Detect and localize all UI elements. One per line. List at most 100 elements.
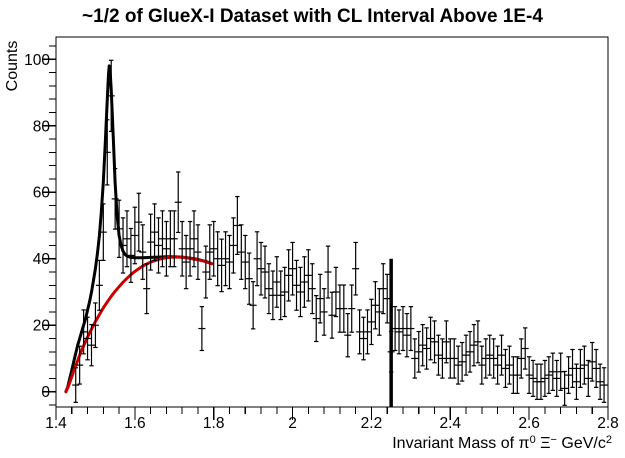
data-point (241, 234, 249, 290)
data-point (454, 345, 462, 385)
data-point (155, 217, 163, 274)
data-point (352, 241, 360, 296)
data-point (91, 302, 99, 349)
data-point (592, 348, 600, 388)
data-point (395, 309, 403, 355)
data-point (415, 330, 423, 373)
data-point (375, 288, 383, 336)
data-point (572, 363, 580, 400)
data-point (218, 238, 226, 293)
background-fit-curve (64, 255, 214, 394)
tick-label: 2.4 (440, 415, 462, 432)
tick-label: 60 (33, 185, 51, 202)
data-point (312, 295, 320, 343)
data-point (427, 316, 435, 361)
data-point (72, 367, 80, 403)
tick-label: 100 (24, 52, 50, 69)
data-point (576, 348, 584, 388)
data-point (596, 363, 604, 400)
data-point (407, 306, 415, 352)
tick-label: 2.6 (518, 415, 540, 432)
data-point (143, 263, 151, 315)
x-axis-title-text: Invariant Mass of (392, 435, 519, 452)
data-point (214, 231, 222, 287)
tick-label: 2.2 (361, 415, 383, 432)
data-point (438, 338, 446, 379)
data-point (431, 320, 439, 364)
data-point (549, 352, 557, 391)
data-point (80, 309, 88, 355)
data-point (111, 168, 119, 230)
data-point (600, 367, 608, 403)
data-point (229, 217, 237, 274)
data-point (588, 341, 596, 382)
data-point (115, 199, 123, 259)
data-point (308, 263, 316, 315)
data-point (99, 203, 107, 261)
data-point (403, 312, 411, 358)
data-point (356, 309, 364, 355)
tick-label: 0 (41, 384, 50, 401)
tick-label: 2 (288, 415, 297, 432)
data-point (300, 256, 308, 308)
data-point (561, 370, 569, 406)
data-point (521, 327, 529, 370)
data-point (482, 338, 490, 379)
data-point (135, 192, 143, 252)
data-point (584, 359, 592, 397)
data-point (194, 224, 202, 280)
data-point (210, 220, 218, 277)
data-point (340, 284, 348, 333)
data-points (72, 59, 608, 406)
data-point (450, 338, 458, 379)
data-point (505, 345, 513, 385)
data-point (466, 330, 474, 373)
data-point (289, 241, 297, 296)
data-point (269, 270, 277, 321)
data-point (517, 338, 525, 379)
data-point (348, 284, 356, 333)
plot-title: ~1/2 of GlueX-I Dataset with CL Interval… (82, 6, 543, 27)
data-point (233, 195, 241, 256)
data-point (103, 119, 111, 186)
data-point (84, 316, 92, 361)
data-point (498, 334, 506, 376)
data-point (222, 231, 230, 287)
x-axis-title: Invariant Mass of π0 Ξ− GeV/c2 (392, 434, 612, 453)
x-axis-title-superscript: 2 (605, 434, 612, 447)
data-point (470, 323, 478, 367)
data-point (162, 220, 170, 277)
data-point (569, 348, 577, 388)
data-point (541, 359, 549, 397)
data-point (253, 231, 261, 287)
data-point (158, 210, 166, 268)
data-point (478, 345, 486, 385)
data-point (525, 356, 533, 394)
data-point (494, 345, 502, 385)
data-point (344, 312, 352, 358)
x-axis-title-superscript: 0 (529, 434, 536, 447)
plot-frame (55, 36, 609, 408)
data-point (131, 206, 139, 265)
data-point (296, 266, 304, 318)
y-axis: 0 20 40 60 80 100 (24, 45, 56, 406)
tick-label: 1.6 (124, 415, 146, 432)
data-point (379, 263, 387, 315)
data-point (237, 224, 245, 280)
data-point (147, 213, 155, 271)
tick-label: 80 (33, 118, 51, 135)
x-axis-title-text: π (518, 435, 530, 452)
data-point (186, 220, 194, 277)
data-point (139, 224, 147, 280)
data-point (553, 359, 561, 397)
data-point (151, 203, 159, 261)
data-point (249, 281, 257, 330)
data-point (434, 334, 442, 376)
data-point (277, 270, 285, 321)
data-point (537, 363, 545, 400)
data-point (442, 320, 450, 364)
data-point (316, 273, 324, 324)
x-axis-title-text: Ξ (535, 435, 551, 452)
data-point (265, 263, 273, 315)
data-point (257, 241, 265, 296)
